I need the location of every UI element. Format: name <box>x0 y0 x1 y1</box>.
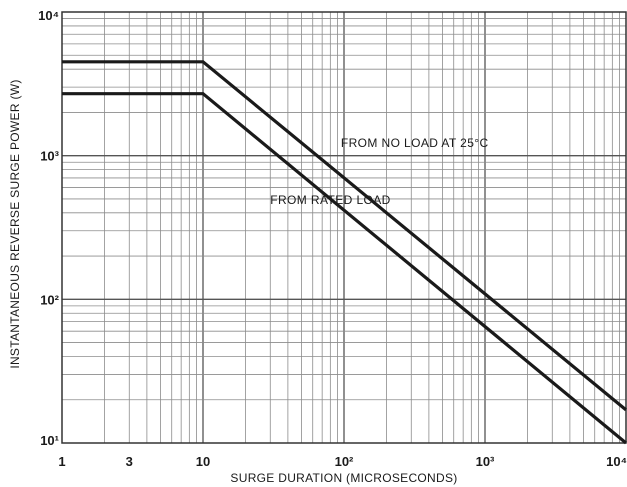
chart-grid <box>62 12 626 443</box>
y-axis-label: INSTANTANEOUS REVERSE SURGE POWER (W) <box>8 79 22 368</box>
x-tick-label: 3 <box>126 454 133 469</box>
x-tick-label: 10⁴ <box>606 454 627 469</box>
plot-frame <box>61 11 627 444</box>
y-tick-label: 10² <box>40 292 59 307</box>
plot-border <box>61 11 627 444</box>
annotation-label: FROM NO LOAD AT 25°C <box>341 136 489 150</box>
x-tick-label: 10³ <box>476 454 495 469</box>
y-tick-label: 10¹ <box>40 433 59 448</box>
y-tick-label: 10³ <box>40 149 59 164</box>
x-axis-label: SURGE DURATION (MICROSECONDS) <box>230 471 457 485</box>
x-tick-labels: 1 3 10 10² 10³ 10⁴ <box>58 454 627 469</box>
chart-series <box>62 60 627 445</box>
series-line-no-load <box>62 60 627 412</box>
chart-annotations: FROM NO LOAD AT 25°C FROM RATED LOAD <box>270 136 488 207</box>
series-line-rated-load <box>62 92 627 445</box>
y-tick-label: 10⁴ <box>38 8 59 23</box>
x-tick-label: 1 <box>58 454 65 469</box>
annotation-label: FROM RATED LOAD <box>270 193 390 207</box>
x-tick-label: 10² <box>335 454 354 469</box>
y-tick-labels: 10⁴ 10³ 10² 10¹ <box>38 8 60 448</box>
x-tick-label: 10 <box>196 454 210 469</box>
